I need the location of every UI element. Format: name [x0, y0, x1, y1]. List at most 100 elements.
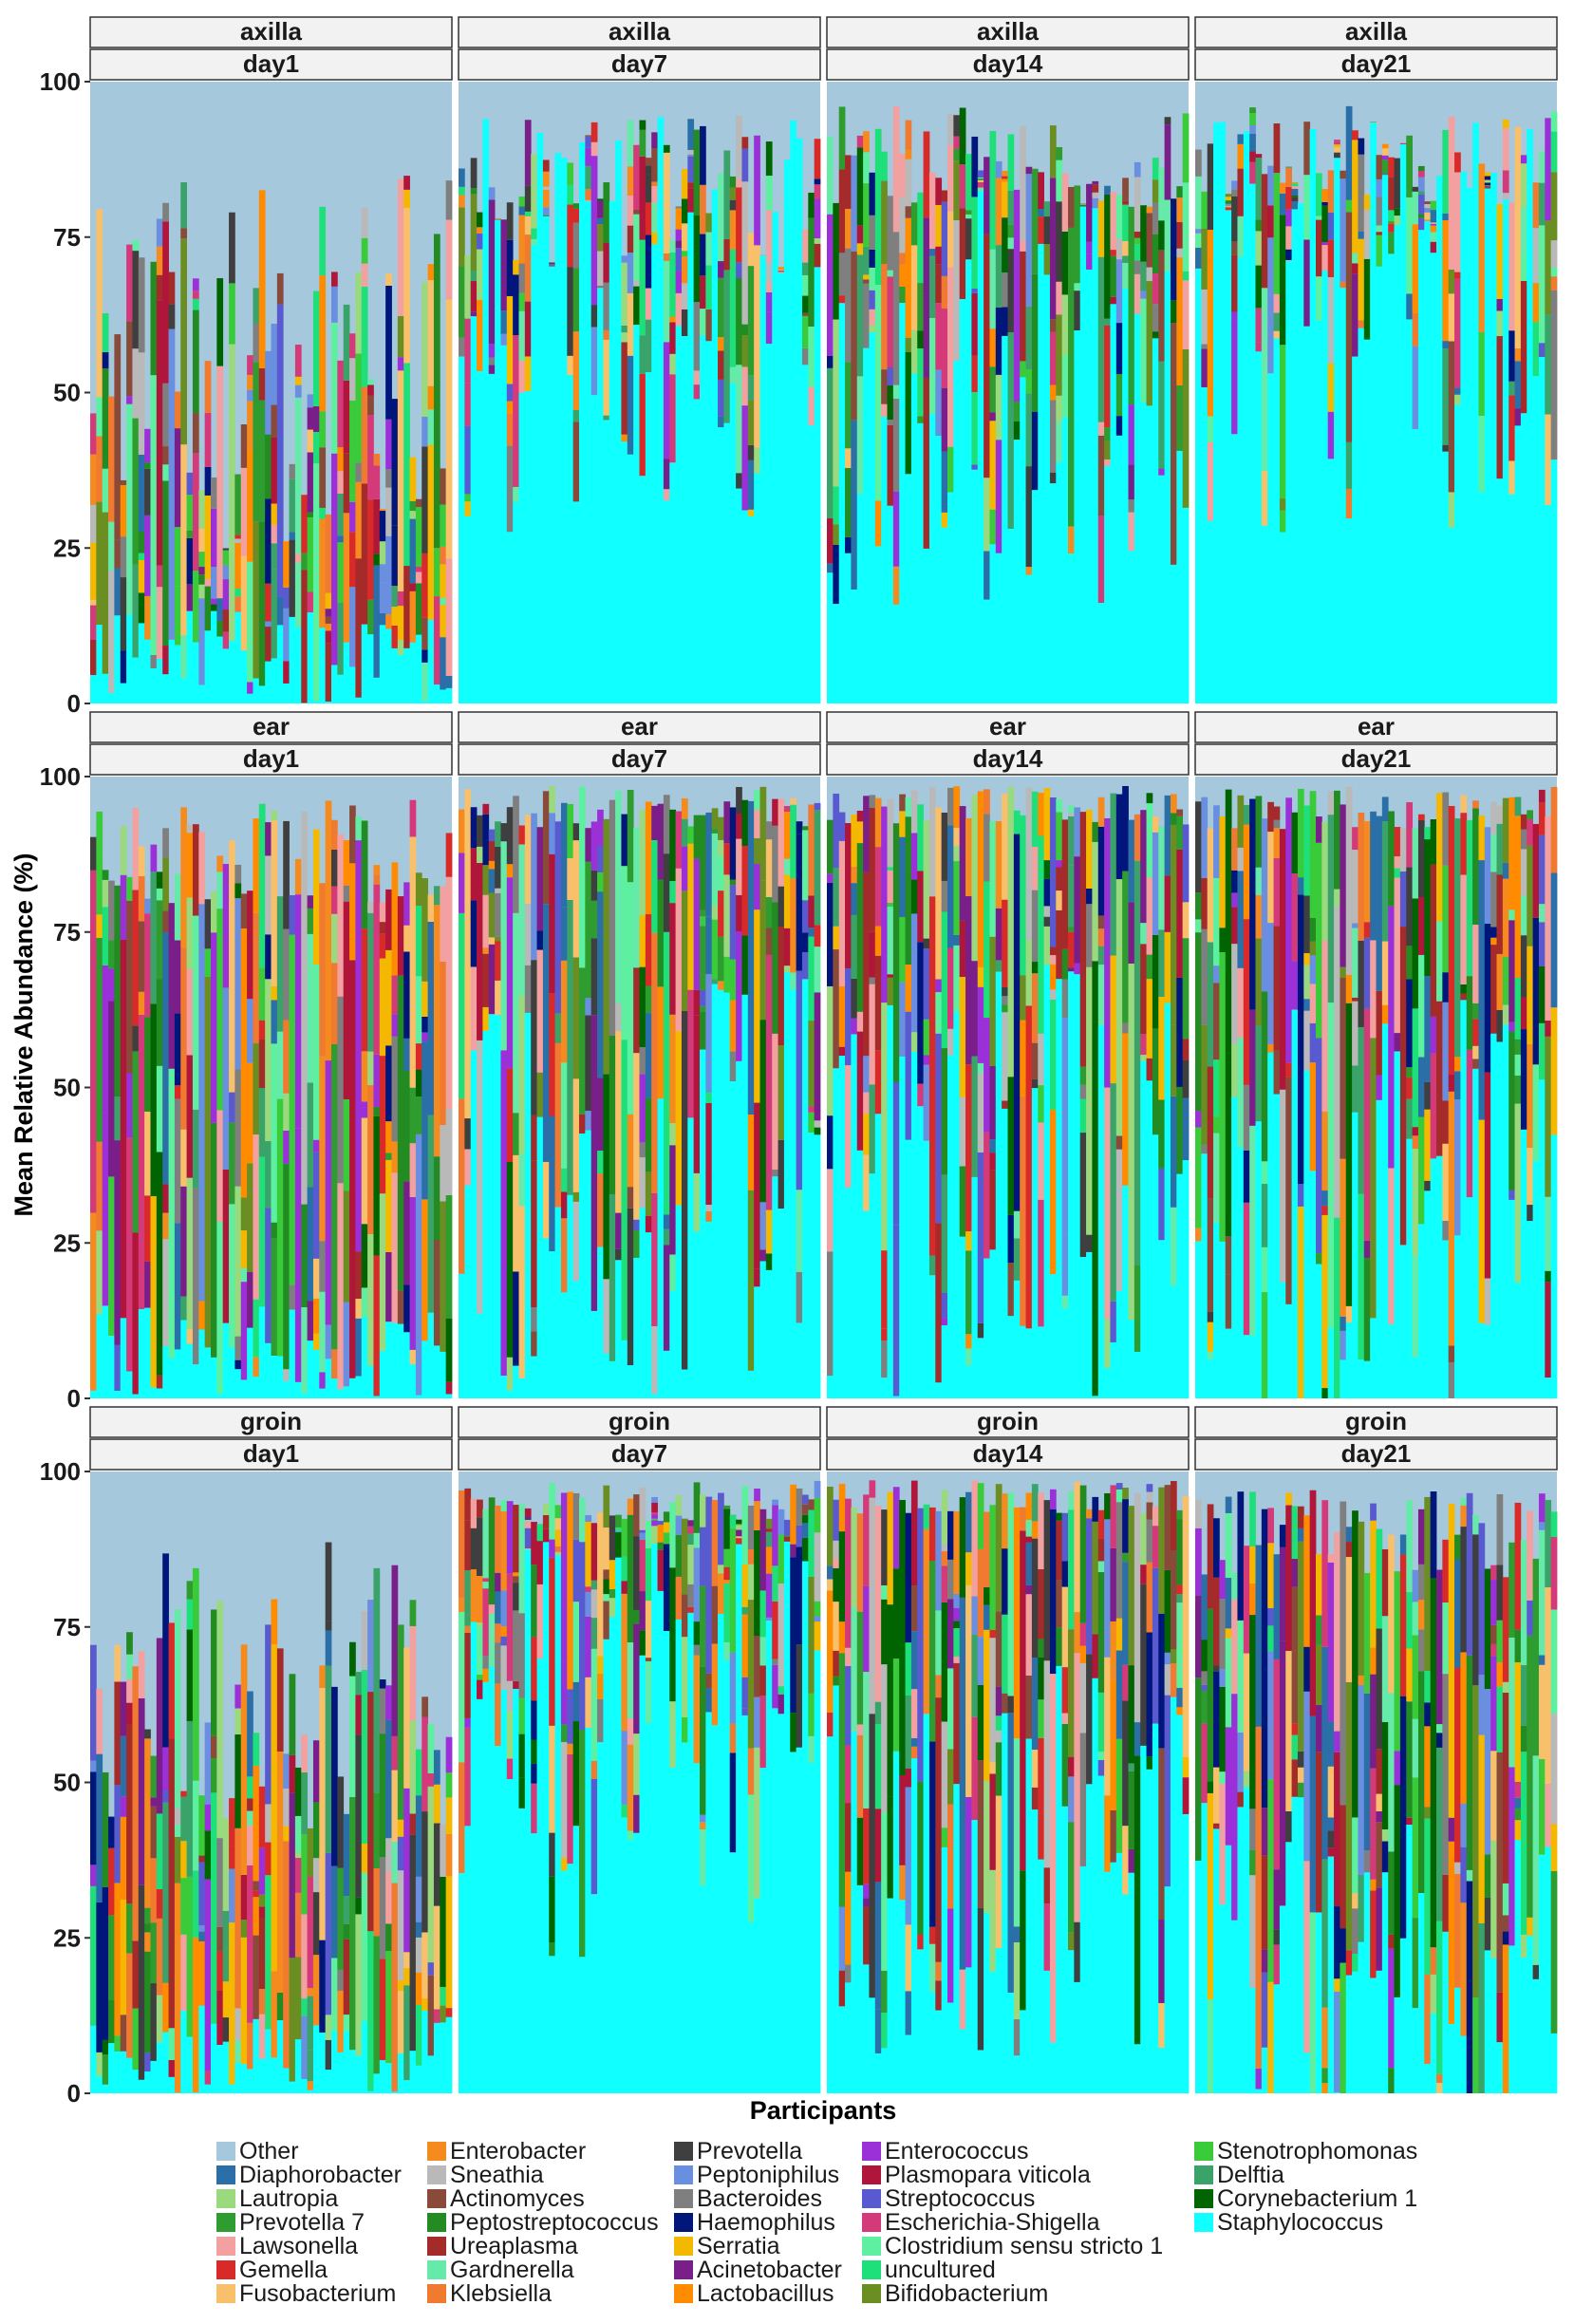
bar-segment: [814, 1650, 821, 2093]
bar-segment: [488, 1014, 496, 1398]
bar-segment: [1213, 1823, 1220, 1829]
bar-segment: [947, 947, 954, 1029]
bar-segment: [910, 245, 918, 330]
bar-segment: [524, 390, 532, 703]
bar-segment: [1025, 1542, 1033, 1585]
bar-segment: [801, 274, 809, 296]
bar-segment: [1013, 1280, 1021, 1398]
bar-segment: [681, 169, 688, 199]
bar-segment: [240, 650, 248, 703]
strip-label-row: ear: [1358, 712, 1395, 740]
bar-segment: [1097, 1024, 1105, 1398]
bar-segment: [1454, 404, 1461, 703]
bar-segment: [1273, 926, 1281, 1051]
bar-segment: [247, 374, 253, 390]
bar-segment: [603, 282, 610, 330]
bar-segment: [150, 844, 158, 872]
bar-segment: [1545, 414, 1552, 506]
bar-segment: [1285, 1062, 1292, 1078]
bar-segment: [102, 468, 109, 513]
bar-segment: [899, 253, 906, 265]
bar-segment: [1043, 926, 1051, 965]
bar-segment: [1399, 828, 1407, 872]
bar-segment: [1231, 1096, 1238, 1398]
bar-segment: [597, 198, 604, 201]
bar-segment: [1309, 128, 1317, 704]
bar-segment: [941, 1325, 948, 1398]
bar-segment: [518, 1808, 526, 2093]
bar-segment: [1297, 1506, 1304, 1528]
bar-segment: [397, 178, 404, 316]
bar-segment: [700, 1828, 706, 1886]
bar-segment: [887, 867, 894, 871]
bar-segment: [687, 1533, 695, 1546]
bar-segment: [1225, 207, 1232, 211]
bar-segment: [343, 1190, 350, 1303]
bar-segment: [1031, 1521, 1039, 1539]
bar-segment: [1376, 1749, 1383, 1794]
bar-segment: [1363, 937, 1371, 1009]
bar-segment: [1255, 894, 1263, 939]
bar-segment: [1182, 1756, 1190, 1778]
bar-segment: [1309, 1171, 1317, 1398]
bar-segment: [1417, 1116, 1425, 1225]
bar-segment: [971, 391, 979, 465]
bar-segment: [229, 1122, 235, 1205]
bar-segment: [1430, 1016, 1437, 1054]
bar-segment: [1207, 441, 1214, 521]
bar-segment: [385, 1838, 392, 1872]
bar-segment: [186, 824, 194, 834]
bar-segment: [319, 1056, 327, 1242]
bar-segment: [379, 1679, 386, 1689]
bar-segment: [397, 896, 404, 976]
bar-segment: [331, 1686, 338, 1866]
bar-segment: [513, 1576, 519, 1584]
bar-segment: [283, 683, 290, 703]
bar-segment: [1097, 1571, 1105, 1693]
bar-segment: [500, 345, 508, 703]
bar-segment: [953, 115, 961, 137]
bar-segment: [1424, 1726, 1432, 1808]
legend-swatch: [1194, 2142, 1213, 2161]
bar-segment: [114, 2035, 122, 2052]
bar-segment: [1303, 965, 1311, 1000]
bar-segment: [319, 1241, 327, 1292]
bar-segment: [1472, 1019, 1479, 1046]
bar-segment: [536, 930, 544, 950]
bar-segment: [1514, 361, 1522, 409]
bar-segment: [385, 273, 392, 286]
bar-segment: [192, 642, 199, 703]
bar-segment: [935, 1510, 943, 1611]
bar-segment: [531, 1565, 537, 1638]
bar-segment: [814, 178, 821, 185]
bar-segment: [549, 266, 555, 703]
legend-swatch: [216, 2284, 235, 2303]
bar-segment: [403, 1647, 410, 1789]
bar-segment: [403, 189, 410, 209]
bar-segment: [132, 1025, 140, 1052]
bar-segment: [833, 604, 840, 703]
bar-segment: [192, 1109, 199, 1189]
bar-segment: [216, 1991, 224, 2045]
bar-segment: [965, 154, 972, 211]
bar-segment: [253, 678, 260, 703]
bar-segment: [102, 1771, 109, 1887]
bar-segment: [156, 1813, 163, 1889]
bar-segment: [1424, 219, 1432, 221]
bar-segment: [1412, 1008, 1419, 1128]
bar-segment: [663, 1532, 670, 1545]
bar-segment: [663, 459, 670, 490]
bar-segment: [495, 219, 501, 221]
bar-segment: [403, 566, 410, 648]
bar-segment: [325, 514, 332, 593]
bar-segment: [477, 1622, 483, 1627]
bar-segment: [1104, 318, 1111, 326]
bar-segment: [845, 362, 852, 449]
bar-segment: [108, 2043, 115, 2093]
bar-segment: [814, 1127, 821, 1135]
bar-segment: [90, 640, 97, 676]
bar-segment: [422, 1716, 428, 1812]
bar-segment: [506, 1357, 514, 1391]
bar-segment: [1502, 119, 1509, 129]
bar-segment: [1249, 1809, 1256, 1850]
